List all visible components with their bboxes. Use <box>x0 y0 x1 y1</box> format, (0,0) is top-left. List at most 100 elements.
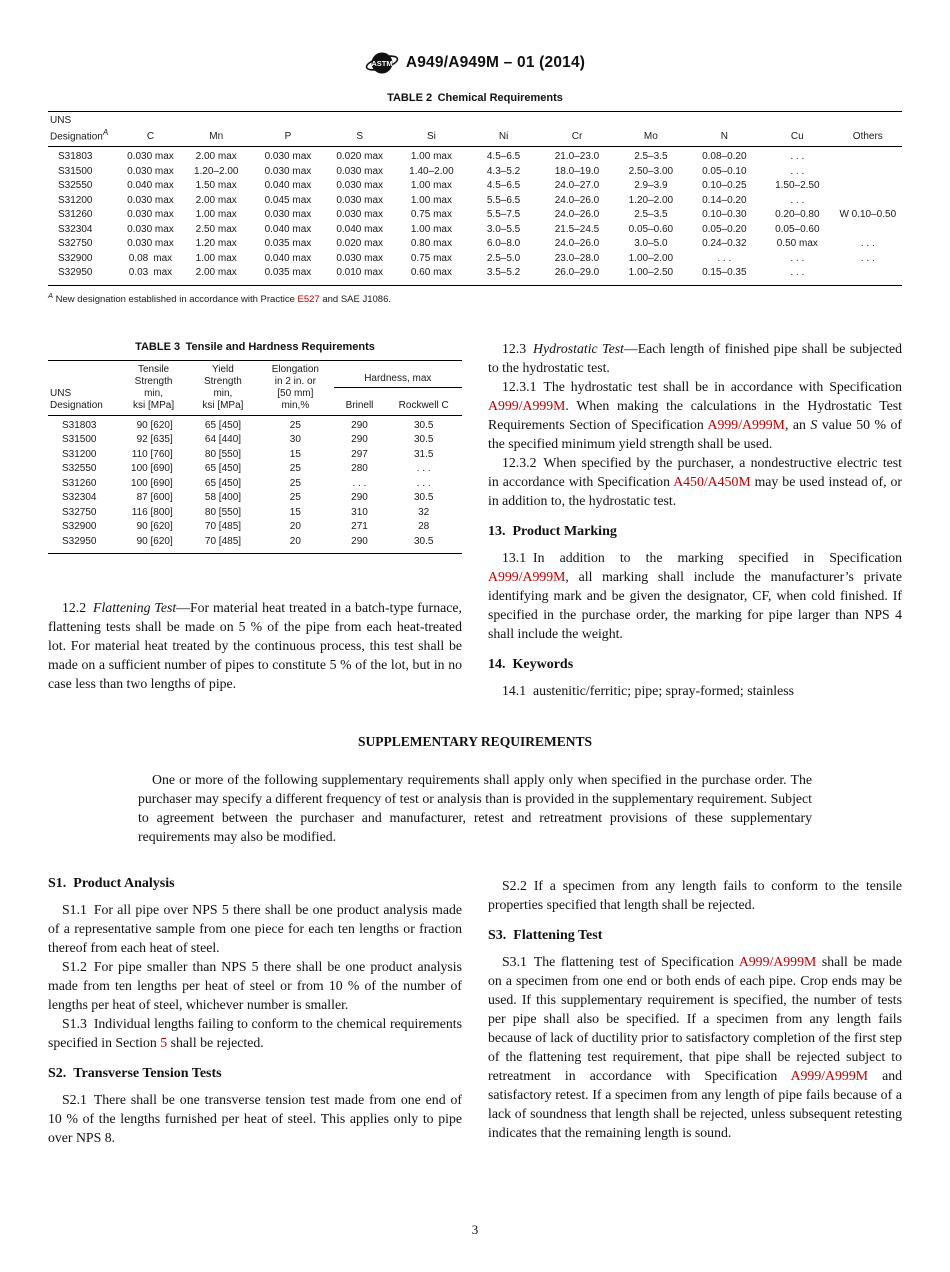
supplementary-left-column: S1. Product Analysis S1.1 For all pipe o… <box>48 876 462 1147</box>
table-cell: . . . <box>790 267 805 279</box>
table-cell: 1.20 max <box>195 238 237 250</box>
text-segment: and satisfactory retest. If a specimen f… <box>488 1067 902 1140</box>
table-cell: 32 <box>418 506 430 518</box>
table-cell: 1.50–2.50 <box>775 180 820 192</box>
table-cell: S32750 <box>62 506 97 518</box>
table-cell: 3.5–5.2 <box>486 267 521 279</box>
table-cell: 1.00 max <box>410 151 452 163</box>
table-row: S32750 0.030 max 1.20 max 0.035 max 0.020 ma… <box>48 237 902 252</box>
table-cell: S32750 <box>58 238 93 250</box>
table-cell: 0.030 max <box>264 209 312 221</box>
spec-link[interactable]: A999/A999M <box>488 397 566 413</box>
table-cell: 1.50 max <box>195 180 237 192</box>
table-cell: S32900 <box>62 521 97 533</box>
table-cell: 24.0–27.0 <box>554 180 600 192</box>
table-cell: 0.030 max <box>336 194 384 206</box>
text-segment: 12.2 <box>62 600 94 616</box>
table-cell: 58 [400] <box>204 492 242 504</box>
table-cell: 4.5–6.5 <box>486 151 521 163</box>
table-cell: 1.00 max <box>410 194 452 206</box>
table-cell: 0.05–0.60 <box>775 223 820 235</box>
table-cell: 64 [440] <box>204 434 242 446</box>
table-cell: 25 <box>289 477 301 489</box>
table-cell: . . . <box>860 252 875 264</box>
chemical-requirements-table: UNS DesignationA C Mn P S Si Ni Cr Mo N … <box>48 111 902 286</box>
left-column: TABLE 3 Tensile and Hardness Requirement… <box>48 339 462 700</box>
section-heading-s2-transverse-tension-tests: S2. Transverse Tension Tests <box>48 1065 222 1081</box>
column-header-brinell: Brinell <box>345 399 374 411</box>
table-cell: 110 [760] <box>131 448 173 460</box>
table-cell: 3.0–5.5 <box>486 223 521 235</box>
page-number: 3 <box>471 1222 479 1237</box>
table2-title: TABLE 2 Chemical Requirements <box>387 92 563 104</box>
text-segment: S1.3 Individual lengths failing to confo… <box>48 1015 462 1050</box>
spec-link[interactable]: A999/A999M <box>738 953 817 969</box>
column-header-cr: Cr <box>571 131 583 143</box>
table-row: S31200 0.030 max 2.00 max 0.045 max 0.030 ma… <box>48 194 902 209</box>
table-cell: 0.030 max <box>336 165 384 177</box>
table-cell: 0.20–0.80 <box>775 209 820 221</box>
column-header-tensile-strength: Tensile Strength min, ksi [MPa] <box>133 363 175 411</box>
table-cell: 21.5–24.5 <box>554 223 600 235</box>
paragraph-s2-1: S2.1 There shall be one transverse tensi… <box>48 1091 462 1145</box>
spec-link[interactable]: A450/A450M <box>673 473 751 489</box>
column-header-cu: Cu <box>790 131 804 143</box>
column-header-c: C <box>146 131 155 143</box>
spec-link[interactable]: A999/A999M <box>790 1067 868 1083</box>
section-heading-13-product-marking: 13. Product Marking <box>488 523 617 539</box>
table-cell: 0.75 max <box>410 209 452 221</box>
text-segment: Hydrostatic Test <box>533 340 624 356</box>
table-cell: 0.10–0.25 <box>702 180 747 192</box>
table-cell: 0.045 max <box>264 194 312 206</box>
table-cell: 0.030 max <box>264 151 312 163</box>
table-cell: 18.0–19.0 <box>554 165 600 177</box>
table3-header: UNS Designation Tensile Strength min, ks… <box>48 360 462 416</box>
table-cell: 2.00 max <box>195 267 237 279</box>
table-cell: S31803 <box>62 419 97 431</box>
table-cell: 0.030 max <box>127 209 174 221</box>
spec-link[interactable]: E527 <box>297 293 320 305</box>
table-row: S31500 0.030 max 1.20–2.00 0.030 max 0.030 m… <box>48 165 902 180</box>
table-cell: 0.030 max <box>336 209 384 221</box>
table-cell: . . . <box>860 238 875 250</box>
text-segment: 12.3.2 When specified by the purchaser, … <box>488 454 902 489</box>
table-cell: 0.05–0.10 <box>702 165 747 177</box>
table-cell: 0.040 max <box>336 223 384 235</box>
table-cell: 65 [450] <box>204 477 242 489</box>
table-cell: S32550 <box>62 463 97 475</box>
table-cell: 297 <box>351 448 368 460</box>
table-cell: 0.05–0.20 <box>702 223 747 235</box>
table2-header-row: UNS DesignationA C Mn P S Si Ni Cr Mo N … <box>48 112 902 147</box>
table-cell: S31803 <box>58 151 93 163</box>
table-cell: 2.00 max <box>195 194 237 206</box>
table-cell: 0.08–0.20 <box>702 151 747 163</box>
table-cell: W 0.10–0.50 <box>839 209 897 221</box>
table-row: S32900 90 [620] 70 [485] 20 271 28 <box>48 520 462 535</box>
table-cell: 87 [600] <box>136 492 173 504</box>
supplementary-columns: S1. Product Analysis S1.1 For all pipe o… <box>48 876 902 1147</box>
table-row: S32550 100 [690] 65 [450] 25 280 . . . <box>48 462 462 477</box>
table-cell: 1.00 max <box>195 252 237 264</box>
text-segment: —Each length of finished pipe shall be s… <box>488 340 902 375</box>
table-cell: 92 [635] <box>136 434 173 446</box>
supplementary-intro-paragraph: One or more of the following supplementa… <box>138 771 812 844</box>
spec-link[interactable]: 5 <box>160 1034 168 1050</box>
table-cell: 25 <box>289 463 301 475</box>
table-cell: 0.030 max <box>264 165 312 177</box>
supplementary-right-column: S2.2 If a specimen from any length fails… <box>488 876 902 1147</box>
table3-header-row2: Brinell Rockwell C <box>48 388 462 416</box>
paragraph-s1-2: S1.2 For pipe smaller than NPS 5 there s… <box>48 958 462 1012</box>
table-cell: 0.035 max <box>264 238 312 250</box>
table2-footnote: A New designation established in accorda… <box>48 291 902 305</box>
table-cell: 0.15–0.35 <box>702 267 747 279</box>
spec-link[interactable]: A999/A999M <box>707 416 785 432</box>
table-cell <box>834 165 902 180</box>
spec-link[interactable]: A999/A999M <box>488 568 566 584</box>
table-cell: 2.50–3.00 <box>628 165 674 177</box>
table-cell: . . . <box>790 252 805 264</box>
table-cell: 0.030 max <box>127 223 174 235</box>
table-cell: 100 [690] <box>131 463 173 475</box>
table-cell: 30.5 <box>413 419 434 431</box>
table-cell: 0.80 max <box>410 238 452 250</box>
